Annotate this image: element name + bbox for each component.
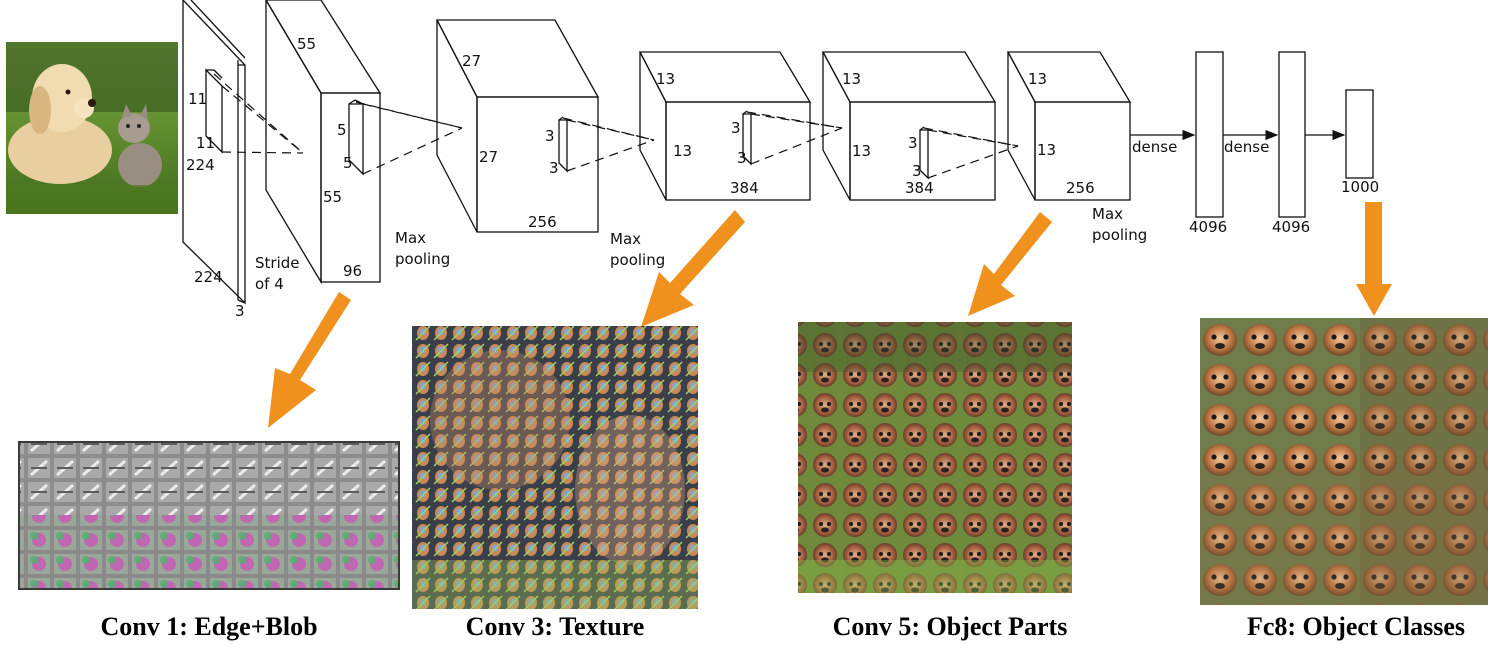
conv5-side-label: 13: [1037, 141, 1056, 159]
conv5-visualization: [798, 322, 1072, 593]
input-height-label: 224: [186, 156, 215, 174]
conv3-visualization: [412, 326, 698, 609]
dense-label-2: dense: [1224, 138, 1269, 156]
caption-fc8: Fc8: Object Classes: [1247, 612, 1465, 641]
conv4-filter-w-label: 3: [912, 162, 922, 180]
conv1-volume: [265, 0, 382, 285]
caption-conv5: Conv 5: Object Parts: [833, 612, 1068, 641]
fc7-size-label: 4096: [1272, 218, 1310, 236]
stride-label-line1: Stride: [255, 254, 300, 272]
conv5-top-label: 13: [1028, 70, 1047, 88]
fc8-visualization: [1200, 318, 1488, 605]
orange-arrow-conv3: [641, 210, 745, 327]
conv2-top-label: 27: [462, 52, 481, 70]
conv4-side-label: 13: [852, 142, 871, 160]
pool1-label-line2: pooling: [395, 250, 450, 268]
orange-arrow-conv1: [268, 292, 351, 428]
orange-arrow-fc8: [1356, 202, 1392, 316]
pool2-label-line1: Max: [610, 230, 641, 248]
caption-conv3: Conv 3: Texture: [466, 612, 645, 641]
pool3-label-line1: Max: [1092, 205, 1123, 223]
conv2-side-label: 27: [479, 148, 498, 166]
conv1-projection-lines: [355, 101, 463, 175]
fc6-layer: [1195, 51, 1224, 218]
conv4-volume: [821, 51, 997, 201]
caption-conv1: Conv 1: Edge+Blob: [100, 612, 317, 641]
input-filter-w-label: 11: [196, 134, 215, 152]
fc6-size-label: 4096: [1189, 218, 1227, 236]
conv3-filter-h-label: 3: [731, 119, 741, 137]
conv4-filter-h-label: 3: [908, 134, 918, 152]
conv3-side-label: 13: [673, 142, 692, 160]
conv1-filter-h-label: 5: [337, 121, 347, 139]
conv4-projection-lines: [923, 127, 1019, 179]
stride-label-line2: of 4: [255, 275, 284, 293]
conv3-depth-label: 384: [730, 179, 759, 197]
conv1-side-label: 55: [323, 188, 342, 206]
input-filter-h-label: 11: [188, 90, 207, 108]
fc7-layer: [1278, 51, 1306, 218]
conv4-depth-label: 384: [905, 179, 934, 197]
conv1-visualization: [18, 441, 400, 590]
input-width-label: 224: [194, 268, 223, 286]
input-depth-label: 3: [235, 302, 245, 320]
pool1-label-line1: Max: [395, 229, 426, 247]
dense-label-1: dense: [1132, 138, 1177, 156]
fc8-layer: [1345, 89, 1374, 179]
conv3-filter-w-label: 3: [737, 149, 747, 167]
conv3-volume: [638, 51, 812, 201]
pool3-label-line2: pooling: [1092, 226, 1147, 244]
conv2-filter-h-label: 3: [545, 127, 555, 145]
conv5-volume: [1006, 51, 1132, 201]
fc8-size-label: 1000: [1341, 178, 1379, 196]
conv3-top-label: 13: [656, 70, 675, 88]
conv2-volume: [435, 19, 600, 233]
conv3-projection-lines: [746, 111, 843, 165]
conv4-top-label: 13: [842, 70, 861, 88]
input-projection-lines: [213, 73, 304, 154]
conv2-filter-w-label: 3: [549, 159, 559, 177]
conv2-depth-label: 256: [528, 213, 557, 231]
conv1-filter-w-label: 5: [343, 154, 353, 172]
pool2-label-line2: pooling: [610, 251, 665, 269]
conv1-depth-label: 96: [343, 262, 362, 280]
orange-arrow-conv5: [968, 212, 1052, 316]
conv5-depth-label: 256: [1066, 179, 1095, 197]
conv2-filter: [558, 116, 568, 173]
conv1-top-label: 55: [297, 35, 316, 53]
input-image: [6, 42, 178, 214]
